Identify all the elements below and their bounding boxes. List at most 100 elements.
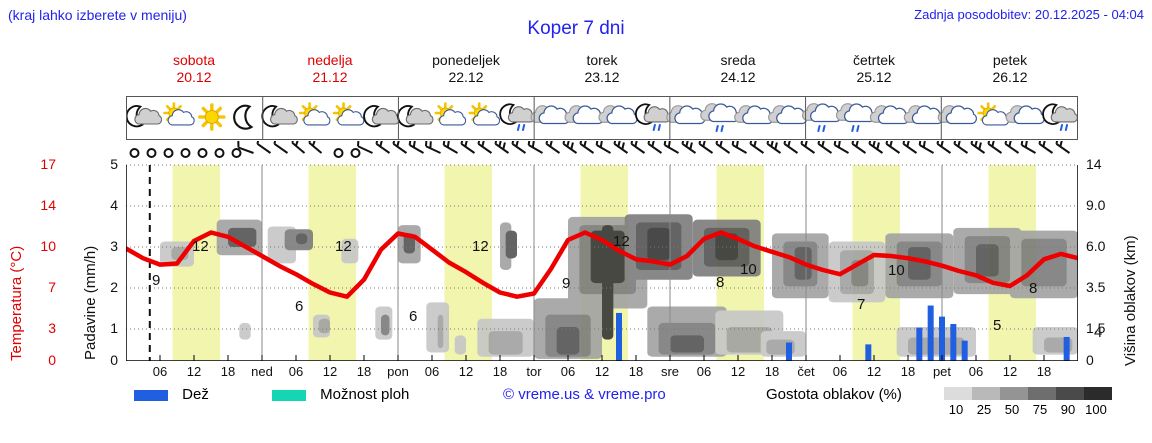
weather-icon-moon-cloud	[127, 105, 163, 128]
wind-barb	[953, 141, 969, 154]
wind-barb	[562, 141, 578, 154]
wind-barb	[817, 141, 833, 154]
wind-barb	[545, 141, 561, 154]
showers-swatch	[272, 389, 306, 401]
temp-label: 12	[192, 238, 209, 255]
day-name: nedelja	[307, 52, 353, 68]
wind-calm-marker	[180, 148, 191, 158]
temp-tick: 10	[40, 238, 56, 254]
wind-barb	[425, 141, 441, 154]
x-tick-12: 12	[1002, 364, 1018, 379]
precip-tick: 4	[110, 197, 118, 213]
wind-calm-marker	[214, 148, 225, 158]
x-tick-06: 06	[696, 364, 712, 379]
weather-icon-moon-cloud-drizzle	[1042, 103, 1077, 131]
wind-barb	[477, 141, 493, 154]
colorbar-step	[1000, 387, 1028, 400]
wind-barb-row	[126, 141, 1078, 165]
cloud-tick: 1.5	[1086, 320, 1106, 336]
wind-barb	[375, 141, 391, 154]
weather-icon-row	[126, 96, 1078, 140]
wind-barb	[885, 141, 901, 154]
wind-calm-marker	[333, 148, 344, 158]
precip-tick: 0	[110, 352, 118, 368]
wind-barb	[527, 141, 543, 154]
weather-icon-sun	[198, 103, 226, 131]
x-tick-12: 12	[866, 364, 882, 379]
day-date: 23.12	[584, 69, 620, 85]
last-updated: Zadnja posodobitev: 20.12.2025 - 04:04	[914, 7, 1144, 22]
temp-label: 5	[993, 317, 1002, 334]
weather-icon-cloud	[1005, 105, 1045, 125]
cloud-height-axis-title: Višina oblakov (km)	[1122, 235, 1139, 366]
temp-tick: 7	[48, 279, 56, 295]
temperature-line	[126, 230, 1078, 299]
temp-tick: 14	[40, 197, 56, 213]
x-tick-pon: pon	[387, 364, 409, 379]
showers-label: Možnost ploh	[320, 386, 410, 403]
day-date: 26.12	[992, 69, 1028, 85]
wind-barb	[833, 141, 850, 154]
day-name: sreda	[720, 52, 756, 68]
cloud-tick: 3.5	[1086, 279, 1106, 295]
precip-tick: 1	[110, 320, 118, 336]
weather-icon-sun-cloud	[977, 102, 1009, 126]
colorbar-tick: 75	[1032, 402, 1048, 417]
weather-icon-cloud	[937, 105, 978, 125]
temp-label: 12	[613, 233, 630, 250]
weather-icons-svg	[127, 97, 1077, 139]
wind-barb	[511, 141, 527, 154]
wind-barb	[749, 141, 765, 154]
weather-icon-cloud	[869, 105, 910, 125]
x-tick-18: 18	[628, 364, 644, 379]
weather-icon-moon-cloud	[363, 105, 400, 128]
weather-icon-cloud	[666, 105, 706, 125]
precip-tick: 3	[110, 238, 118, 254]
wind-barb	[936, 141, 952, 154]
wind-calm-marker	[129, 148, 140, 158]
cloud-tick: 14	[1086, 156, 1102, 172]
day-name: petek	[992, 52, 1028, 68]
cloud-tick: 6.0	[1086, 238, 1106, 254]
weather-icon-moon-cloud-drizzle	[635, 103, 671, 131]
wind-barb	[442, 141, 458, 154]
weather-icon-cloud	[734, 105, 774, 125]
day-date: 21.12	[312, 69, 348, 85]
day-name: sobota	[172, 52, 216, 68]
x-tick-sre: sre	[660, 364, 680, 379]
x-tick-ned: ned	[251, 364, 273, 379]
weather-icon-moon	[233, 104, 254, 130]
temp-label: 9	[152, 272, 161, 289]
x-tick-06: 06	[832, 364, 848, 379]
temp-tick: 3	[48, 320, 56, 336]
x-tick-tor: tor	[526, 364, 542, 379]
day-header-sreda: sreda 24.12	[670, 52, 806, 86]
day-header-nedelja: nedelja 21.12	[262, 52, 398, 86]
weather-icon-moon-cloud-drizzle	[499, 103, 535, 131]
wind-barb	[308, 141, 323, 154]
legend-rain: Dež	[134, 386, 209, 403]
temp-label: 4	[1094, 324, 1103, 341]
wind-barb	[579, 141, 595, 154]
weather-icon-cloud-drizzle	[700, 103, 740, 132]
wind-calm-marker	[350, 148, 361, 158]
location-hint[interactable]: (kraj lahko izberete v meniju)	[8, 7, 187, 23]
day-date: 25.12	[856, 69, 892, 85]
temp-label: 7	[857, 296, 866, 313]
day-name: ponedeljek	[432, 52, 500, 68]
cloud-tick: 9.0	[1086, 197, 1106, 213]
copyright-link[interactable]: © vreme.us & vreme.pro	[503, 386, 666, 403]
wind-barb	[291, 141, 306, 154]
colorbar-step	[1028, 387, 1056, 400]
precip-tick: 2	[110, 279, 118, 295]
wind-barb	[731, 141, 748, 154]
weather-icon-cloud-drizzle	[835, 103, 876, 132]
day-header-ponedeljek: ponedeljek 22.12	[398, 52, 534, 86]
weather-icon-sun-cloud	[163, 102, 195, 126]
weather-icon-cloud-drizzle	[801, 103, 842, 132]
wind-barb	[357, 141, 373, 154]
precipitation-axis-title: Padavine (mm/h)	[82, 245, 99, 360]
colorbar-step	[972, 387, 1000, 400]
weather-icon-cloud	[530, 105, 570, 125]
wind-barb	[970, 141, 986, 154]
